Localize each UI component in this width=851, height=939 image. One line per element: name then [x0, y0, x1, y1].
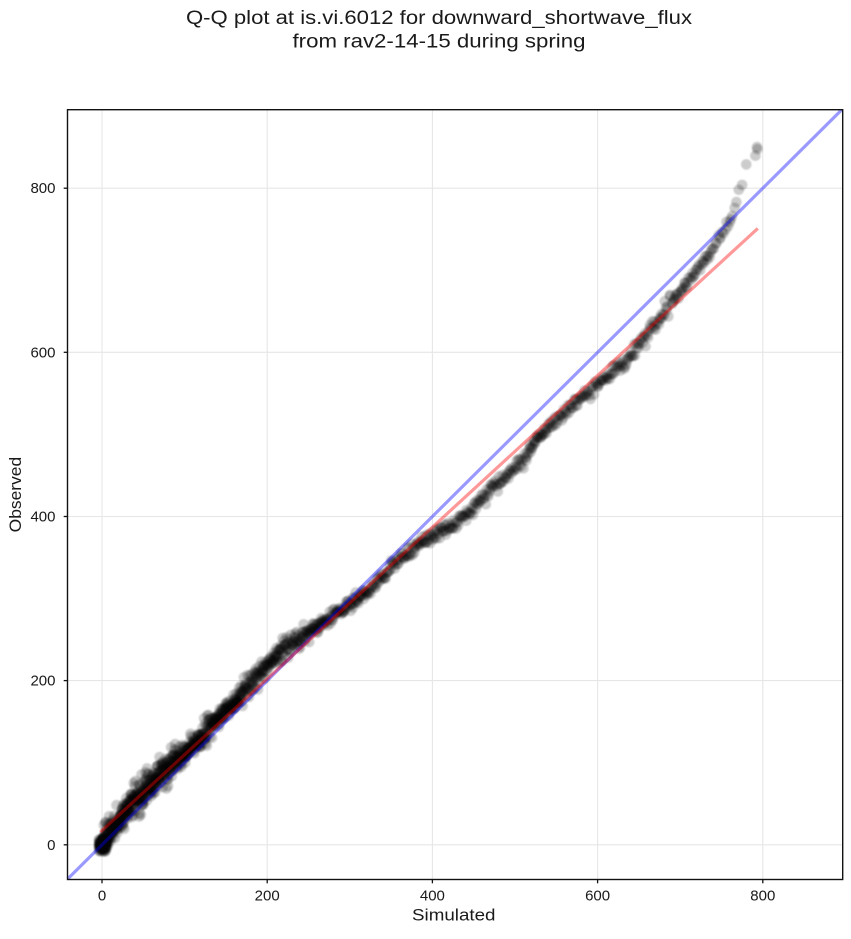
svg-text:200: 200	[255, 888, 280, 905]
svg-text:Simulated: Simulated	[412, 906, 496, 925]
svg-text:from rav2-14-15 during spring: from rav2-14-15 during spring	[293, 32, 586, 53]
svg-text:600: 600	[30, 344, 55, 361]
svg-text:400: 400	[30, 509, 55, 526]
svg-text:0: 0	[98, 888, 106, 905]
svg-text:Q-Q plot at is.vi.6012 for dow: Q-Q plot at is.vi.6012 for downward_shor…	[186, 8, 693, 29]
svg-text:400: 400	[420, 888, 445, 905]
svg-text:Observed: Observed	[6, 457, 25, 532]
svg-text:0: 0	[47, 837, 55, 854]
svg-text:600: 600	[585, 888, 610, 905]
svg-text:800: 800	[30, 180, 55, 197]
svg-text:200: 200	[30, 673, 55, 690]
svg-text:800: 800	[750, 888, 775, 905]
